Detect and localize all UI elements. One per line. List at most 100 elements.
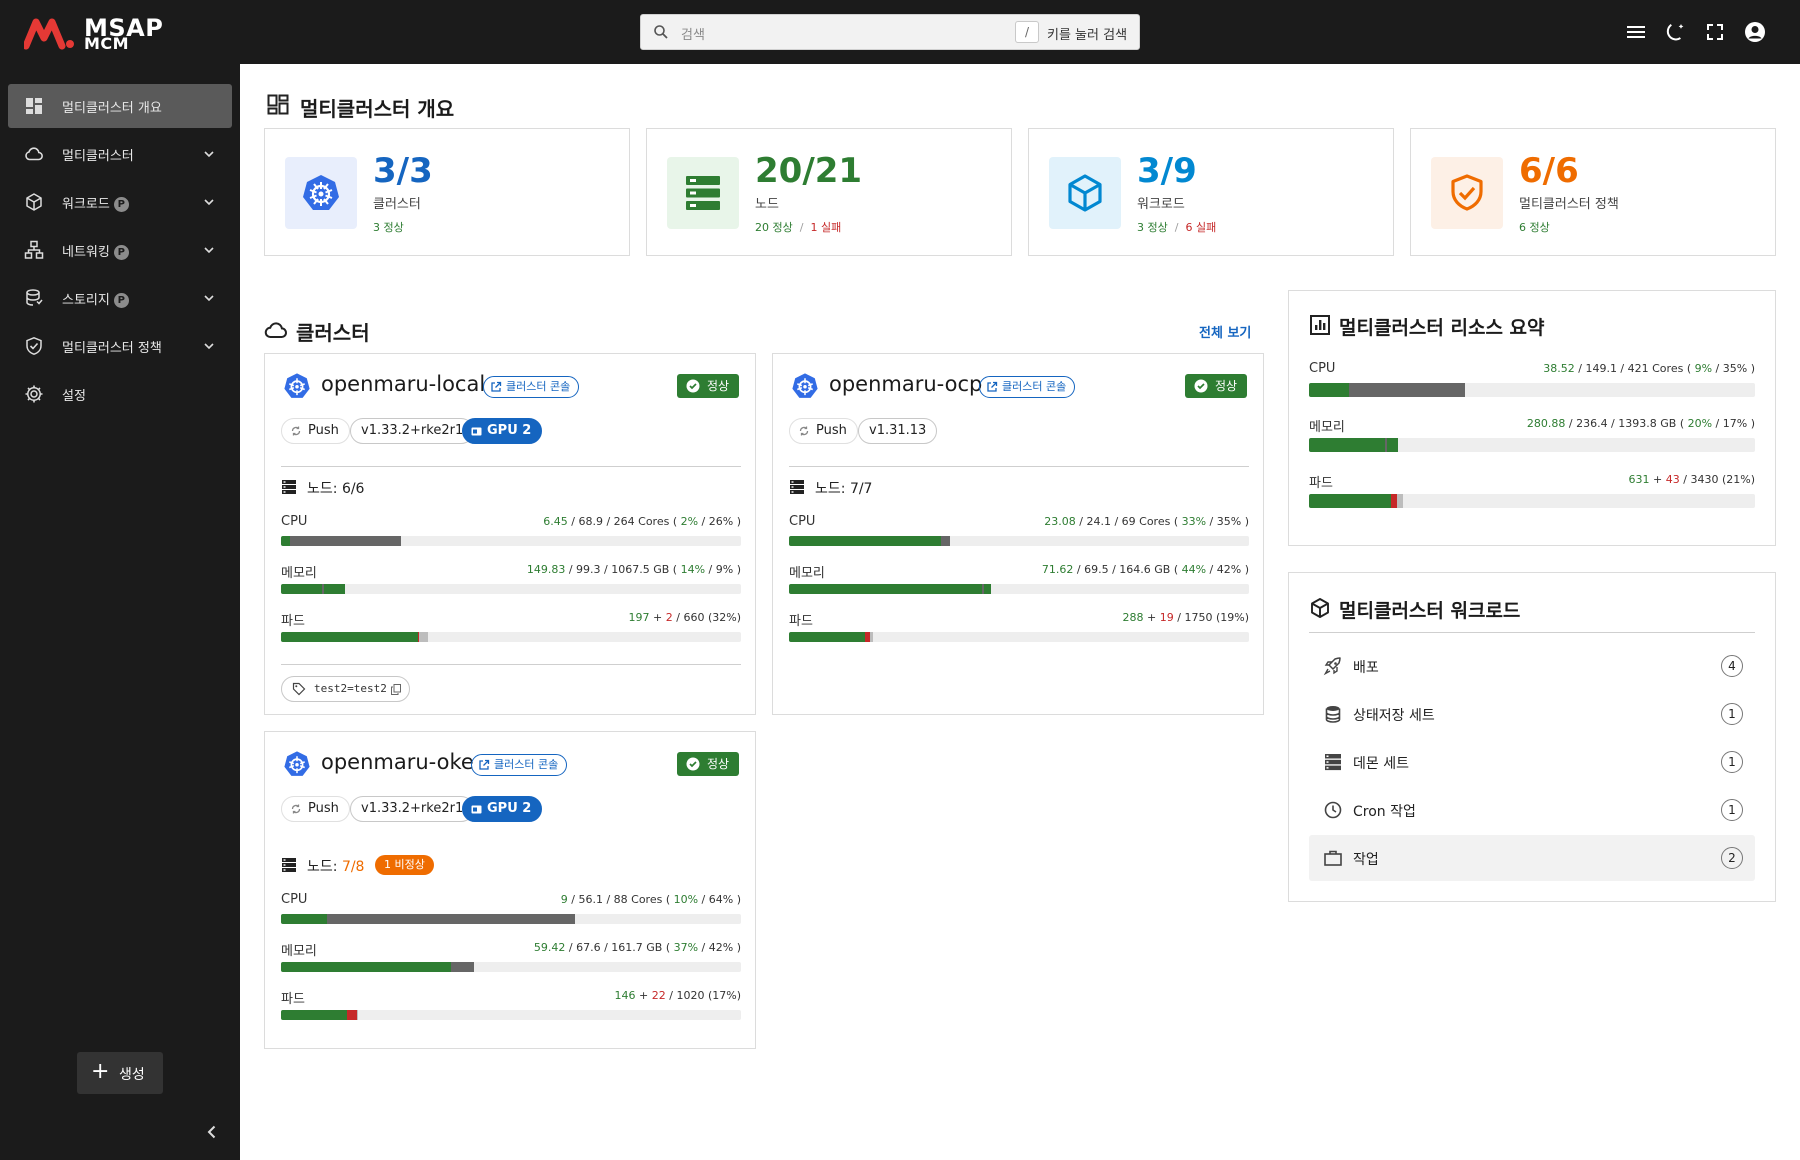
pods-running: 146 xyxy=(614,989,636,1002)
collapse-sidebar-icon[interactable] xyxy=(202,1122,222,1142)
unhealthy-badge: 1 비정상 xyxy=(375,855,434,875)
usage-bar-used xyxy=(1309,438,1385,452)
user-account-icon[interactable] xyxy=(1743,20,1767,44)
network-icon xyxy=(24,240,44,259)
app-logo[interactable]: MSAP MCM xyxy=(24,14,174,53)
memory-pct: 44% xyxy=(1181,563,1207,576)
stat-fail: 6 실패 xyxy=(1185,221,1217,234)
cluster-console-link[interactable]: 클러스터 콘솔 xyxy=(979,376,1076,398)
cpu-pct: 33% xyxy=(1181,515,1207,528)
cluster-card[interactable]: openmaru-oke 클러스터 콘솔 정상 Push v1.33.2+rke… xyxy=(264,731,756,1049)
create-button[interactable]: + 생성 xyxy=(77,1052,163,1094)
workload-label: 작업 xyxy=(1353,852,1379,868)
workload-item-cronjob[interactable]: Cron 작업 1 xyxy=(1309,787,1755,833)
usage-bar-requested xyxy=(940,536,950,546)
nodes-label: 노드: xyxy=(307,481,338,497)
push-chip: Push xyxy=(281,418,350,444)
chevron-down-icon[interactable] xyxy=(202,243,216,257)
cpu-bar xyxy=(1309,383,1755,397)
node-tile xyxy=(667,157,739,229)
memory-value: 59.42 / 67.6 / 161.7 GB ( 37% / 42% ) xyxy=(534,941,741,954)
cluster-card[interactable]: openmaru-local 클러스터 콘솔 정상 Push v1.33.2+r… xyxy=(264,353,756,715)
copy-icon[interactable] xyxy=(390,684,401,695)
stat-label: 클러스터 xyxy=(373,197,421,212)
stat-card-workloads[interactable]: 3/9 워크로드 3 정상 / 6 실패 xyxy=(1028,128,1394,256)
sidebar-item-networking[interactable]: 네트워킹 P xyxy=(8,228,232,272)
cpu-pct: 9% xyxy=(1694,362,1713,375)
label-tag-chip[interactable]: test2=test2 xyxy=(281,676,410,702)
sidebar-item-overview[interactable]: 멀티클러스터 개요 xyxy=(8,84,232,128)
gpu-label: GPU 2 xyxy=(487,423,532,438)
sidebar-item-policy[interactable]: 멀티클러스터 정책 xyxy=(8,324,232,368)
cpu-label: CPU xyxy=(1309,361,1336,376)
chevron-down-icon[interactable] xyxy=(202,147,216,161)
memory-label: 메모리 xyxy=(281,944,317,959)
sidebar-item-text: 네트워킹 xyxy=(62,245,110,260)
cpu-value: 38.52 / 149.1 / 421 Cores ( 9% / 35% ) xyxy=(1543,362,1755,375)
gear-icon xyxy=(25,385,43,403)
external-link-icon xyxy=(987,381,998,392)
stat-card-nodes[interactable]: 20/21 노드 20 정상 / 1 실패 xyxy=(646,128,1012,256)
pods-bar-running xyxy=(789,632,865,642)
search-placeholder: 검색 xyxy=(681,28,705,43)
stat-sep: / xyxy=(793,221,811,234)
view-all-link[interactable]: 전체 보기 xyxy=(1199,326,1252,341)
cluster-console-label: 클러스터 콘솔 xyxy=(1002,380,1067,393)
nodes-count: 6/6 xyxy=(341,481,365,497)
policy-tile xyxy=(1431,157,1503,229)
sidebar-item-label: 스토리지 P xyxy=(62,289,129,308)
plus-icon: + xyxy=(91,1059,110,1084)
cluster-name[interactable]: openmaru-local xyxy=(321,372,486,396)
usage-bar-request-marker xyxy=(1384,438,1387,452)
stat-ok: 3 정상 xyxy=(373,221,404,234)
cluster-console-link[interactable]: 클러스터 콘솔 xyxy=(471,754,568,776)
fullscreen-icon[interactable] xyxy=(1703,20,1727,44)
pods-bar-running xyxy=(281,1010,347,1020)
stat-sub: 3 정상 / 6 실패 xyxy=(1137,219,1216,235)
memory-bar xyxy=(789,584,1249,594)
pods-running: 197 xyxy=(628,611,650,624)
cluster-name[interactable]: openmaru-ocp xyxy=(829,372,983,396)
cluster-tile xyxy=(285,157,357,229)
sidebar-item-label: 네트워킹 P xyxy=(62,241,129,260)
sidebar-item-label: 설정 xyxy=(62,389,86,404)
count-badge: 4 xyxy=(1721,655,1743,677)
stat-card-policies[interactable]: 6/6 멀티클러스터 정책 6 정상 xyxy=(1410,128,1776,256)
search-input[interactable]: 검색 / 키를 눌러 검색 xyxy=(640,14,1140,50)
stat-ok: 3 정상 xyxy=(1137,221,1168,234)
stat-value: 3/9 xyxy=(1137,151,1197,191)
sidebar-item-storage[interactable]: 스토리지 P xyxy=(8,276,232,320)
cpu-req-pct: / 64% ) xyxy=(698,893,741,906)
cluster-card[interactable]: openmaru-ocp 클러스터 콘솔 정상 Push v1.31.13 노드… xyxy=(772,353,1264,715)
create-button-label: 생성 xyxy=(119,1067,145,1083)
chevron-down-icon[interactable] xyxy=(202,195,216,209)
pods-total: / 3430 (21%) xyxy=(1679,473,1755,486)
external-link-icon xyxy=(491,381,502,392)
menu-icon[interactable] xyxy=(1624,20,1648,44)
pods-value: 197 + 2 / 660 (32%) xyxy=(629,611,741,624)
dark-mode-icon[interactable] xyxy=(1663,20,1687,44)
memory-label: 메모리 xyxy=(1309,420,1345,435)
workload-item-job[interactable]: 작업 2 xyxy=(1309,835,1755,881)
workload-item-deployment[interactable]: 배포 4 xyxy=(1309,643,1755,689)
workload-item-statefulset[interactable]: 상태저장 세트 1 xyxy=(1309,691,1755,737)
usage-bar-used-extra xyxy=(1384,438,1399,452)
usage-bar-used xyxy=(789,584,983,594)
bar-chart-icon xyxy=(1310,315,1330,335)
stat-card-clusters[interactable]: 3/3 클러스터 3 정상 xyxy=(264,128,630,256)
usage-bar-used xyxy=(281,536,291,546)
sidebar-item-settings[interactable]: 설정 xyxy=(8,372,232,416)
usage-bar-used xyxy=(789,536,941,546)
cluster-name[interactable]: openmaru-oke xyxy=(321,750,474,774)
workload-item-daemonset[interactable]: 데몬 세트 1 xyxy=(1309,739,1755,785)
memory-value: 149.83 / 99.3 / 1067.5 GB ( 14% / 9% ) xyxy=(527,563,741,576)
pods-bar-other xyxy=(869,632,873,642)
chevron-down-icon[interactable] xyxy=(202,339,216,353)
pods-bar-other xyxy=(356,1010,359,1020)
chevron-down-icon[interactable] xyxy=(202,291,216,305)
pods-bar-failed xyxy=(1391,494,1397,508)
sidebar-item-workload[interactable]: 워크로드 P xyxy=(8,180,232,224)
cpu-req-pct: / 35% ) xyxy=(1712,362,1755,375)
cluster-console-link[interactable]: 클러스터 콘솔 xyxy=(483,376,580,398)
sidebar-item-multicluster[interactable]: 멀티클러스터 xyxy=(8,132,232,176)
